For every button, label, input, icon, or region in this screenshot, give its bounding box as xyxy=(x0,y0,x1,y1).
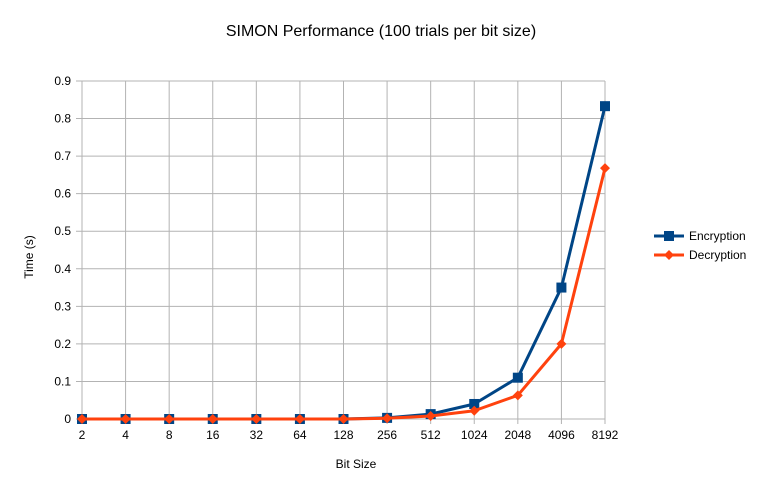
encryption-point xyxy=(512,372,523,383)
decryption-point xyxy=(77,414,87,424)
x-tick-label: 8192 xyxy=(592,428,619,442)
y-tick-label: 0.4 xyxy=(54,262,71,276)
encryption-point xyxy=(469,398,480,409)
y-tick-label: 0.5 xyxy=(54,224,71,238)
x-axis-ticks: 2 4 8 16 32 64 128 256 512 1024 2048 4096 8192 xyxy=(79,428,619,442)
decryption-point xyxy=(251,414,262,424)
x-tick-label: 256 xyxy=(377,428,397,442)
decryption-point xyxy=(294,414,305,424)
x-tick-label: 32 xyxy=(250,428,264,442)
decryption-point xyxy=(164,414,175,424)
decryption-point xyxy=(120,414,131,424)
decryption-legend-marker xyxy=(664,250,674,260)
x-tick-label: 512 xyxy=(421,428,441,442)
y-tick-label: 0.6 xyxy=(54,187,71,201)
x-tick-label: 4096 xyxy=(548,428,575,442)
x-axis-label: Bit Size xyxy=(336,457,377,471)
encryption-point xyxy=(600,101,610,112)
y-tick-label: 0.1 xyxy=(54,374,71,388)
chart-title: SIMON Performance (100 trials per bit si… xyxy=(226,23,536,40)
x-tick-label: 64 xyxy=(293,428,307,442)
decryption-point xyxy=(600,163,610,174)
y-tick-label: 0.7 xyxy=(54,149,71,163)
y-axis-label: Time (s) xyxy=(22,235,36,279)
x-tick-label: 2 xyxy=(79,428,86,442)
series xyxy=(77,101,610,424)
x-tick-label: 1024 xyxy=(461,428,488,442)
y-axis-ticks: 0 0.1 0.2 0.3 0.4 0.5 0.6 0.7 0.8 0.9 xyxy=(54,74,71,426)
y-tick-label: 0 xyxy=(64,412,71,426)
grid xyxy=(76,80,606,424)
y-tick-label: 0.2 xyxy=(54,337,71,351)
x-tick-label: 8 xyxy=(166,428,173,442)
decryption-point xyxy=(382,413,393,424)
encryption-point xyxy=(556,282,567,293)
encryption-legend-label: Encryption xyxy=(689,229,746,243)
y-tick-label: 0.3 xyxy=(54,299,71,313)
decryption-point xyxy=(207,414,218,424)
decryption-point xyxy=(556,338,567,349)
x-tick-label: 2048 xyxy=(504,428,531,442)
decryption-legend-label: Decryption xyxy=(689,248,746,262)
x-tick-label: 4 xyxy=(122,428,129,442)
decryption-point xyxy=(425,410,436,421)
y-tick-label: 0.8 xyxy=(54,112,71,126)
encryption-legend-marker xyxy=(664,231,674,241)
decryption-point xyxy=(512,390,523,401)
x-tick-label: 16 xyxy=(206,428,220,442)
decryption-point xyxy=(338,414,349,424)
decryption-point xyxy=(469,405,480,416)
legend: Encryption Decryption xyxy=(654,229,746,262)
y-tick-label: 0.9 xyxy=(54,74,71,88)
x-tick-label: 128 xyxy=(333,428,353,442)
